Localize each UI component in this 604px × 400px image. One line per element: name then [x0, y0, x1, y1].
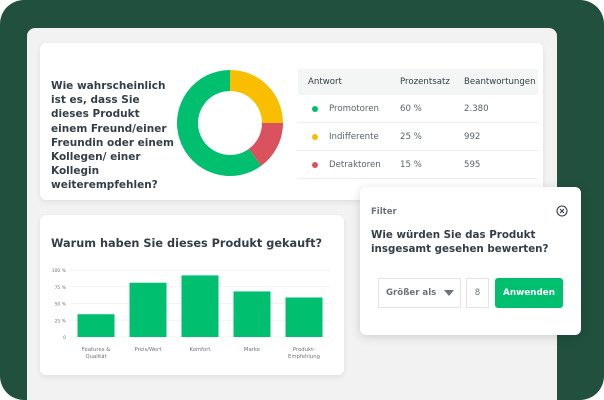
header-answer: Antwort: [308, 77, 342, 87]
y-tick-label: 75 %: [55, 285, 67, 291]
row-percent: 25 %: [400, 131, 422, 142]
header-percent: Prozentsatz: [400, 77, 450, 87]
row-label: Indifferente: [329, 131, 379, 142]
x-category-label: Empfehlung: [288, 354, 320, 360]
table-row: Detraktoren 15 % 595: [298, 151, 538, 179]
y-tick-label: 0: [63, 335, 66, 341]
row-percent: 60 %: [400, 103, 422, 114]
operator-dropdown[interactable]: Größer als: [378, 278, 461, 308]
row-percent: 15 %: [400, 159, 422, 170]
purchase-reasons-card: 0 25 % 50 % 75 % 100 % Features & Qualität Prei…: [40, 215, 344, 375]
x-category-label: Produkt-: [293, 347, 315, 353]
y-tick-label: 25 %: [55, 318, 67, 324]
donut-slice: [176, 70, 262, 176]
donut-slice: [230, 70, 283, 123]
operator-value: Größer als: [386, 288, 437, 298]
promoter-dot-icon: [312, 105, 318, 112]
header-count: Beantwortungen: [464, 77, 536, 87]
x-category-label: Komfort: [190, 347, 211, 353]
y-tick-label: 100 %: [52, 268, 67, 274]
table-header: Antwort Prozentsatz Beantwortungen: [298, 69, 538, 95]
nps-table: Antwort Prozentsatz Beantwortungen Promo…: [298, 69, 538, 179]
nps-donut-chart: [176, 70, 283, 176]
x-category-label: Marke: [244, 347, 260, 353]
close-icon[interactable]: [556, 205, 568, 217]
bar: [129, 282, 167, 337]
value-input[interactable]: [466, 278, 489, 308]
donut-slice: [248, 123, 283, 166]
bar: [181, 275, 219, 337]
bar: [77, 314, 115, 337]
purchase-reasons-bar-chart: 0 25 % 50 % 75 % 100 % Features &Qualität Prei…: [52, 268, 330, 360]
bar: [285, 297, 323, 337]
caret-down-icon: [444, 290, 454, 296]
row-label: Detraktoren: [329, 159, 381, 170]
filter-question: Wie würden Sie das Produkt insgesamt ges…: [371, 229, 549, 255]
row-label: Promotoren: [329, 103, 379, 114]
row-count: 2.380: [464, 103, 489, 114]
nps-question: Wie wahrscheinlich ist es, dass Sie dies…: [51, 80, 174, 192]
x-category-label: Features &: [82, 347, 111, 353]
nps-card: Wie wahrscheinlich ist es, dass Sie dies…: [40, 43, 543, 200]
table-row: Indifferente 25 % 992: [298, 123, 538, 151]
row-count: 595: [464, 159, 481, 170]
table-row: Promotoren 60 % 2.380: [298, 95, 538, 123]
apply-button[interactable]: Anwenden: [495, 278, 563, 308]
y-tick-label: 50 %: [55, 302, 67, 308]
detractor-dot-icon: [312, 161, 318, 168]
bar-chart-title: Warum haben Sie dieses Produkt gekauft?: [51, 237, 323, 250]
row-count: 992: [464, 131, 481, 142]
filter-label: Filter: [371, 207, 397, 217]
passive-dot-icon: [312, 133, 318, 140]
x-category-label: Qualität: [85, 354, 106, 360]
filter-popover: Filter Wie würden Sie das Produkt insges…: [360, 187, 581, 335]
x-category-label: Preis/Wert: [135, 347, 162, 353]
bar: [233, 291, 271, 337]
